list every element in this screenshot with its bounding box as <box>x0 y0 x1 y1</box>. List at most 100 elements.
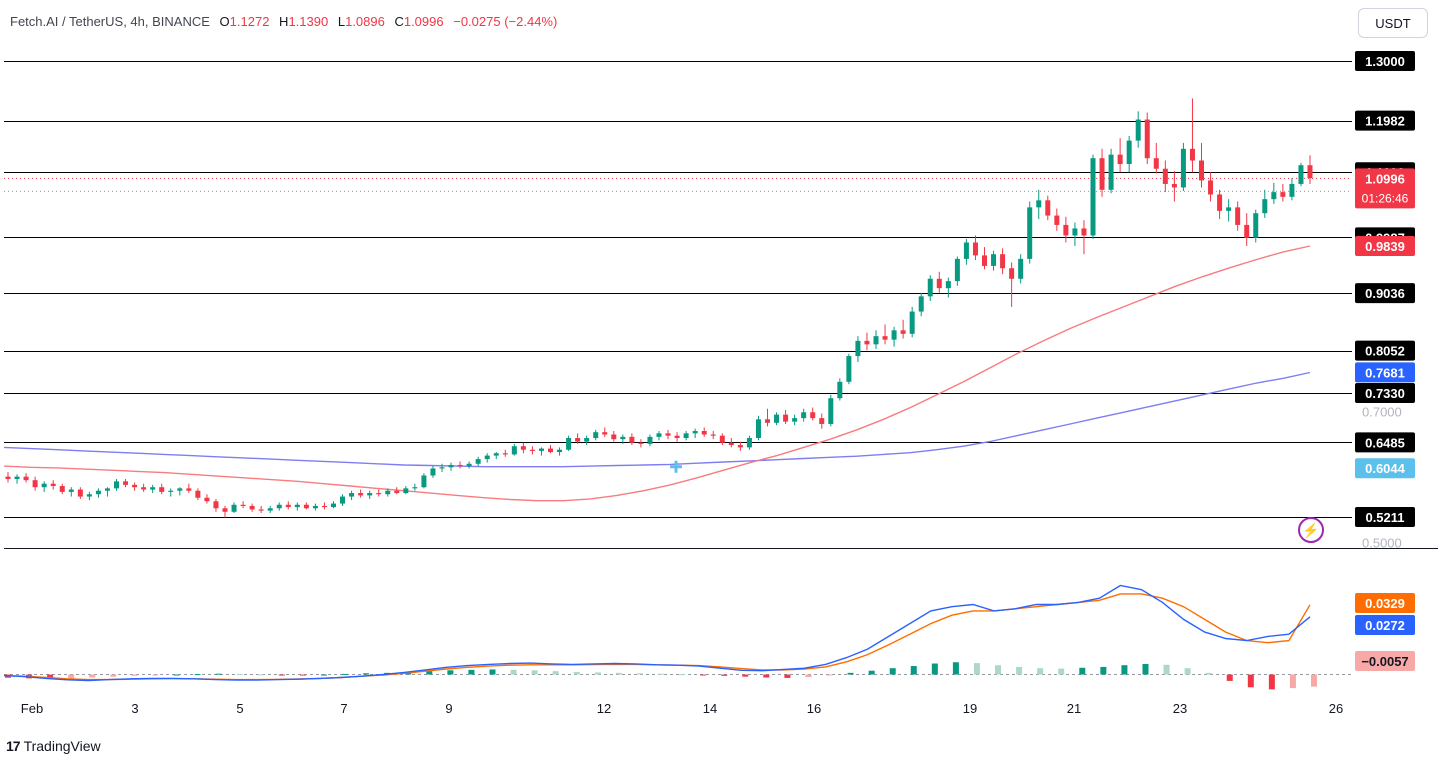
macd-histogram-bar <box>363 673 370 675</box>
macd-histogram-bar <box>1142 663 1149 675</box>
macd-histogram-bar <box>489 669 496 675</box>
candle-body <box>5 476 11 480</box>
candle-body <box>457 464 463 467</box>
candle-body <box>927 278 933 297</box>
macd-histogram-bar <box>1205 672 1212 675</box>
candle-body <box>1117 154 1123 165</box>
candle-body <box>909 311 915 334</box>
candle-body <box>575 438 581 442</box>
time-tick-label: 5 <box>236 701 243 716</box>
time-tick-label: 16 <box>807 701 821 716</box>
moving-averages <box>3 245 1311 502</box>
price-level-label-bg <box>1355 362 1415 383</box>
candle-body <box>837 381 843 399</box>
candle-body <box>385 490 391 495</box>
macd-histogram-bar <box>910 666 917 675</box>
candle-body <box>647 436 653 444</box>
candle-body <box>358 493 364 496</box>
price-level-label: 0.9839 <box>1365 239 1405 254</box>
macd-histogram-bar <box>89 674 96 678</box>
candle-body <box>873 336 879 345</box>
tradingview-logo-icon: 17 <box>6 738 21 754</box>
candle-body <box>1307 165 1313 179</box>
candle-body <box>484 455 490 460</box>
currency-button[interactable]: USDT <box>1358 8 1428 38</box>
macd-histogram-bar <box>973 663 980 675</box>
tradingview-brand[interactable]: 17 TradingView <box>6 738 101 754</box>
macd-histogram-bar <box>679 674 686 676</box>
time-tick-label: 12 <box>597 701 611 716</box>
price-level-label-bg <box>1355 340 1415 361</box>
macd-histogram-bar <box>468 669 475 675</box>
cross-marker <box>670 460 682 473</box>
candle-body <box>1162 168 1168 184</box>
price-tick-label: 0.5000 <box>1362 535 1402 550</box>
candle-body <box>792 418 798 422</box>
candle-body <box>285 504 291 508</box>
macd-histogram-bar <box>447 670 454 675</box>
macd-histogram-bar <box>342 673 349 675</box>
macd-histogram-bar <box>784 674 791 678</box>
candle-body <box>222 508 228 512</box>
low-value: 1.0896 <box>345 14 385 29</box>
candle-body <box>267 508 273 511</box>
candle-body <box>765 419 770 423</box>
price-level-label-bg <box>1355 507 1415 527</box>
candle-body <box>855 340 861 357</box>
candle-body <box>602 432 608 435</box>
low-label: L <box>337 14 346 29</box>
candle-body <box>59 486 65 492</box>
candle-body <box>1280 192 1286 197</box>
macd-histogram-bar <box>721 674 728 676</box>
ma-slow-line <box>3 371 1311 468</box>
candle-body <box>846 356 852 382</box>
macd-value-label: −0.0057 <box>1361 654 1408 669</box>
macd-histogram-bar <box>995 665 1002 675</box>
candle-body <box>1135 119 1141 141</box>
candle-body <box>77 489 83 497</box>
candle-body <box>810 412 816 419</box>
candle-body <box>104 488 110 491</box>
macd-histogram-bar <box>763 674 770 678</box>
macd-histogram-bar <box>299 674 306 676</box>
candle-body <box>991 254 997 266</box>
candle-body <box>900 330 906 334</box>
macd-histogram-bar <box>658 673 664 675</box>
macd-histogram-bar <box>110 674 117 677</box>
candle-body <box>50 483 56 487</box>
candle-body <box>891 330 897 340</box>
change-value: −0.0275 (−2.44%) <box>453 14 558 29</box>
candle-body <box>638 442 644 444</box>
candle-body <box>132 484 138 488</box>
candle-body <box>963 242 969 259</box>
macd-histogram-bar <box>194 674 201 676</box>
macd-line <box>3 584 1311 682</box>
candle-body <box>620 436 626 440</box>
candle-body <box>367 493 373 496</box>
macd-value-label-bg <box>1355 615 1415 635</box>
candle-body <box>1171 183 1177 188</box>
candle-body <box>114 481 119 489</box>
macd-value-label-bg <box>1355 651 1415 671</box>
candle-body <box>412 487 418 489</box>
close-value: 1.0996 <box>403 14 444 29</box>
candle-body <box>1027 207 1033 259</box>
price-level-label: 0.6485 <box>1365 435 1405 450</box>
macd-histogram-bar <box>1100 666 1107 675</box>
time-tick-label: 3 <box>131 701 138 716</box>
candle-body <box>1126 140 1132 165</box>
candle-body <box>918 296 924 312</box>
candle-body <box>1000 254 1006 269</box>
lightning-icon[interactable]: ⚡ <box>1298 517 1324 543</box>
candle-body <box>1045 200 1051 216</box>
candle-body <box>936 278 942 289</box>
macd-histogram-bar <box>931 663 938 675</box>
macd-histogram-bar <box>278 674 285 676</box>
macd-histogram-bar <box>257 674 264 676</box>
open-label: O <box>219 14 230 29</box>
macd-histogram-bar <box>742 674 749 677</box>
candle-body <box>312 505 318 509</box>
price-level-label-bg <box>1355 382 1415 403</box>
candle-body <box>448 464 454 468</box>
